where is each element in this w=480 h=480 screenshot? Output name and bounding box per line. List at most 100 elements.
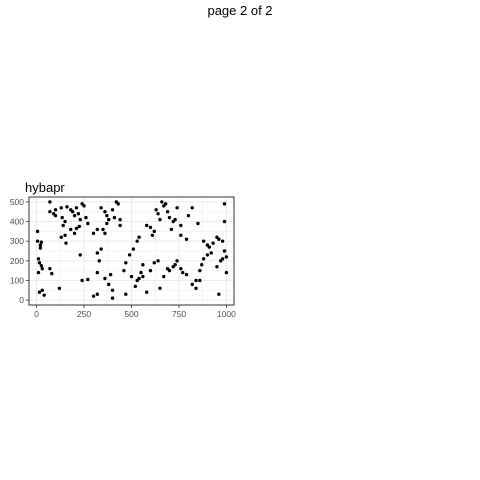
data-point: [48, 200, 52, 204]
data-point: [78, 253, 82, 257]
data-point: [222, 219, 227, 224]
data-point: [36, 257, 41, 261]
data-point: [217, 292, 221, 296]
data-point: [124, 261, 128, 265]
data-point: [76, 211, 81, 216]
data-point: [211, 241, 215, 245]
data-point: [108, 272, 113, 277]
data-point: [150, 233, 155, 237]
data-point: [184, 237, 189, 241]
data-point: [198, 278, 202, 283]
data-point: [59, 206, 63, 210]
data-point: [173, 263, 177, 267]
y-tick-label: 500: [10, 197, 24, 207]
data-point: [160, 200, 164, 204]
data-point: [181, 270, 185, 275]
y-tick-label: 400: [10, 217, 24, 227]
data-point: [198, 268, 202, 273]
data-point: [224, 255, 229, 259]
data-point: [169, 227, 174, 232]
data-point: [179, 233, 183, 237]
data-point: [162, 274, 166, 279]
data-point: [141, 274, 145, 279]
data-point: [105, 221, 109, 226]
data-point: [61, 223, 65, 228]
data-point: [200, 263, 204, 267]
data-point: [86, 277, 90, 282]
data-point: [209, 251, 213, 255]
data-point: [144, 290, 149, 294]
data-point: [184, 272, 189, 277]
data-point: [179, 223, 183, 228]
data-point: [63, 233, 67, 237]
data-point: [110, 296, 115, 300]
data-point: [196, 221, 200, 226]
data-point: [59, 235, 63, 239]
data-point: [105, 213, 109, 218]
data-point: [95, 251, 100, 255]
data-point: [222, 202, 227, 206]
data-point: [39, 264, 44, 268]
axis-ticks: 0 250 500 750 1000 0 100 200 300 400 500: [10, 197, 236, 319]
data-point: [110, 208, 115, 212]
data-point: [82, 204, 86, 208]
data-point: [37, 261, 42, 265]
data-point: [38, 246, 43, 250]
chart-title: hybapr: [25, 180, 65, 195]
data-point: [80, 278, 84, 283]
data-point: [72, 213, 77, 218]
data-point: [40, 266, 44, 271]
data-point: [137, 276, 141, 281]
data-point: [50, 271, 54, 276]
data-point: [220, 239, 225, 243]
data-point: [156, 259, 160, 263]
x-tick-label: 500: [124, 309, 138, 319]
data-point: [57, 286, 62, 291]
data-point: [131, 247, 136, 251]
data-point: [95, 270, 100, 275]
data-point: [103, 210, 107, 214]
grid: [29, 197, 234, 305]
data-point: [173, 217, 177, 222]
data-point: [116, 202, 120, 206]
data-point: [205, 253, 210, 257]
data-point: [163, 202, 168, 206]
data-point: [152, 229, 156, 234]
data-point: [144, 223, 149, 228]
data-point: [65, 205, 69, 209]
data-point: [86, 221, 90, 226]
y-tick-label: 100: [10, 275, 24, 285]
data-point: [48, 210, 52, 214]
data-point: [118, 217, 122, 222]
data-point: [35, 239, 40, 243]
data-point: [158, 286, 162, 291]
data-point: [118, 223, 122, 228]
data-point: [186, 213, 191, 218]
data-point: [201, 257, 206, 261]
data-point: [48, 266, 52, 271]
data-point: [207, 245, 212, 249]
data-point: [194, 278, 198, 283]
data-point: [107, 282, 111, 287]
data-point: [222, 249, 227, 253]
data-point: [97, 259, 101, 263]
data-point: [36, 270, 41, 275]
data-point: [77, 224, 82, 229]
data-point: [70, 210, 75, 214]
data-point: [107, 217, 111, 222]
data-point: [103, 231, 107, 236]
data-point: [141, 263, 145, 267]
data-point: [133, 284, 137, 289]
data-point: [190, 282, 194, 287]
data-point: [220, 257, 225, 261]
x-tick-label: 250: [77, 309, 91, 319]
data-point: [156, 211, 160, 216]
data-point: [99, 247, 103, 251]
data-point: [103, 276, 107, 281]
data-point: [217, 237, 221, 241]
data-points: [35, 200, 229, 300]
data-point: [39, 240, 44, 244]
data-point: [127, 253, 132, 257]
data-point: [69, 227, 73, 232]
data-point: [35, 229, 40, 234]
